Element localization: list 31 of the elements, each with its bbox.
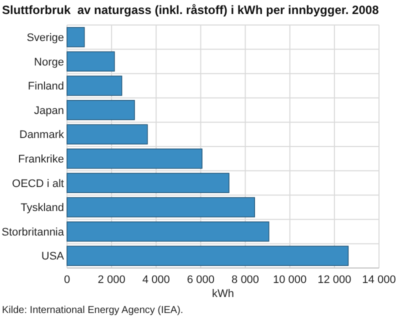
y-tick-label: Storbritannia (2, 226, 65, 238)
bar (66, 100, 135, 120)
bar (66, 197, 255, 218)
x-tick-label: 0 (64, 274, 70, 286)
x-tick-label: 10 000 (273, 274, 307, 286)
bar (66, 172, 230, 194)
x-tick-label: 12 000 (318, 274, 352, 286)
text: Kilde: International Energy Agency (IEA). (2, 305, 184, 316)
bar (66, 148, 202, 169)
y-tick-label: Frankrike (18, 154, 64, 166)
y-tick-label: Finland (28, 80, 64, 93)
x-tick-label: 2 000 (98, 274, 126, 286)
y-tick-label: Norge (34, 56, 64, 68)
x-tick-label: 6 000 (186, 274, 214, 286)
bar (66, 246, 349, 266)
x-tick-label: 8 000 (232, 274, 260, 286)
y-tick-label: Danmark (19, 129, 64, 142)
bar (66, 124, 148, 144)
y-tick-label: Japan (34, 104, 64, 117)
y-tick-label: Tyskland (20, 202, 64, 214)
bar (66, 221, 270, 242)
x-tick-label: 4 000 (142, 274, 170, 286)
bar (66, 27, 85, 48)
y-tick-label: OECD i alt (12, 178, 64, 190)
bar (66, 51, 115, 72)
bar (66, 76, 122, 96)
x-tick-label: 14 000 (362, 274, 396, 286)
y-tick-label: USA (41, 250, 65, 263)
chart-title: Sluttforbruk av naturgass (inkl. råstoff) i kWh per innbygger. 2008 (2, 3, 380, 17)
y-tick-label: Sverige (26, 32, 64, 44)
x-axis-title: kWh (212, 288, 234, 300)
